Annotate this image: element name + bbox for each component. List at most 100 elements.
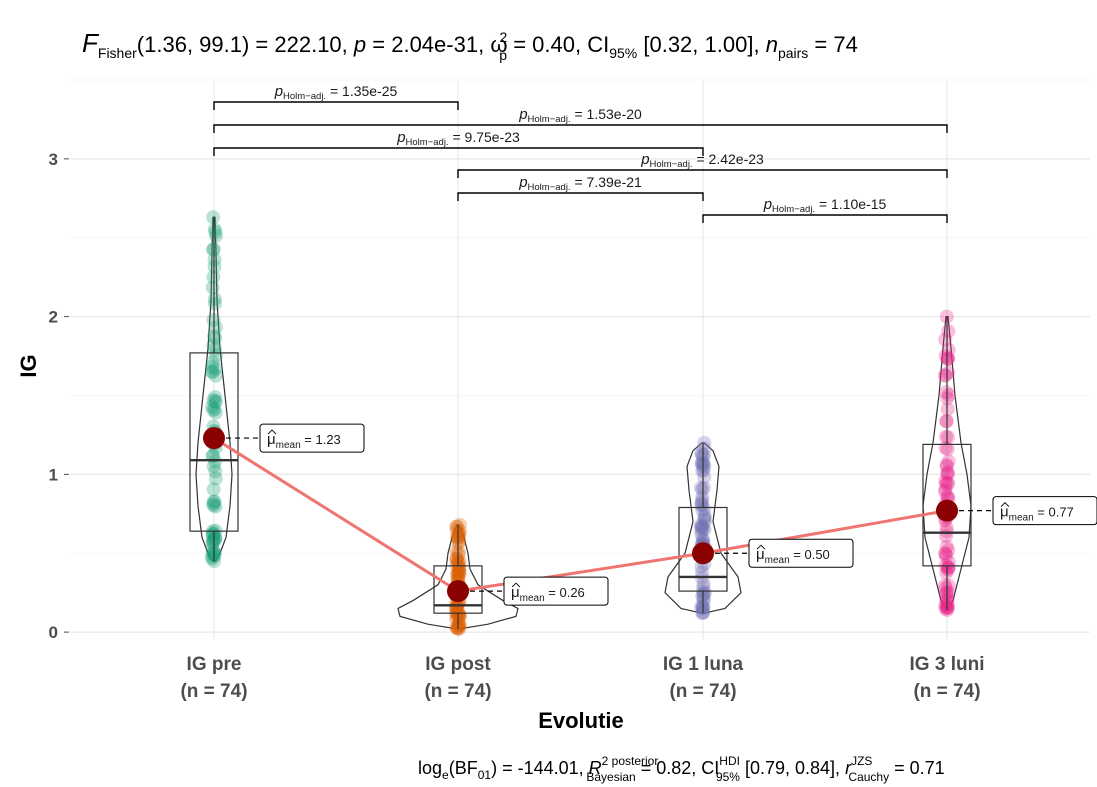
violin (664, 442, 742, 614)
data-point (696, 521, 711, 536)
data-point (451, 564, 466, 579)
violin (922, 316, 972, 611)
data-point (940, 467, 955, 482)
data-point (452, 617, 467, 632)
data-point (939, 549, 954, 564)
box-iqr (189, 352, 239, 532)
comparison-p-label: pHolm−adj. = 1.10e-15 (763, 196, 887, 215)
data-point (205, 541, 220, 556)
data-point (696, 592, 711, 607)
data-point (205, 355, 220, 370)
data-point (695, 482, 710, 497)
data-point (207, 222, 222, 237)
data-point (694, 520, 709, 535)
comparison-bracket (457, 192, 704, 201)
mean-point (447, 580, 469, 603)
data-point (452, 554, 467, 569)
mean-label-box (259, 423, 365, 453)
data-point (696, 576, 711, 591)
data-point (697, 509, 712, 524)
x-tick-label: IG pre (187, 654, 242, 675)
data-point (697, 522, 712, 537)
y-tick-label: 0 (49, 623, 58, 642)
comparison-bracket (702, 214, 948, 223)
data-point (449, 544, 464, 559)
grid (70, 79, 1090, 640)
x-tick-n-label: (n = 74) (180, 681, 247, 702)
data-point (697, 514, 712, 529)
data-point (449, 620, 464, 635)
y-axis-title: IG (16, 354, 41, 377)
data-point (452, 565, 467, 580)
data-point (941, 560, 956, 575)
data-point (697, 502, 712, 517)
data-point (694, 599, 709, 614)
data-point (449, 551, 464, 566)
data-point (452, 608, 467, 623)
box-iqr (433, 565, 483, 614)
data-point (938, 482, 953, 497)
data-point (206, 242, 221, 257)
data-point (208, 342, 223, 357)
data-point (696, 480, 711, 495)
mean-label-text: μmean = 0.77 (1000, 504, 1074, 524)
data-point (695, 606, 710, 621)
data-point (452, 610, 467, 625)
data-point (940, 465, 955, 480)
data-point (938, 473, 953, 488)
data-point (450, 620, 465, 635)
data-point (451, 568, 466, 583)
data-point (938, 581, 953, 596)
data-point (450, 519, 465, 534)
data-point (451, 544, 466, 559)
data-point (208, 368, 223, 383)
data-point (941, 324, 956, 339)
data-point (452, 621, 467, 636)
data-point (939, 539, 954, 554)
data-point (208, 296, 223, 311)
data-point (694, 480, 709, 495)
data-point (451, 526, 466, 541)
data-point (938, 368, 953, 383)
data-point (451, 605, 466, 620)
data-point (205, 280, 220, 295)
data-point (697, 447, 712, 462)
comparison-p-label: pHolm−adj. = 1.35e-25 (274, 83, 398, 102)
mean-label-text: μmean = 1.23 (267, 431, 341, 451)
data-point (205, 364, 220, 379)
data-point (208, 499, 223, 514)
data-point (697, 470, 712, 485)
data-point (208, 229, 223, 244)
data-point (695, 455, 710, 470)
data-point (695, 503, 710, 518)
data-point (694, 498, 709, 513)
data-point (206, 494, 221, 509)
x-axis-title: Evolutie (538, 708, 624, 733)
data-point (208, 361, 223, 376)
data-point (940, 402, 955, 417)
data-point (940, 351, 955, 366)
data-point (940, 598, 955, 613)
data-point (207, 531, 222, 546)
data-point (938, 332, 953, 347)
data-point (697, 441, 712, 456)
data-point (938, 578, 953, 593)
data-point (452, 560, 467, 575)
data-point (452, 560, 467, 575)
data-point (939, 520, 954, 535)
data-point (449, 519, 464, 534)
data-point (205, 551, 220, 566)
mean-hat (756, 544, 766, 550)
data-point (452, 517, 467, 532)
data-point (205, 359, 220, 374)
data-point (694, 497, 709, 512)
data-point (208, 390, 223, 405)
data-point (939, 459, 954, 474)
data-point (694, 495, 709, 510)
data-point (451, 556, 466, 571)
data-point (940, 560, 955, 575)
data-point (208, 471, 223, 486)
data-point (452, 563, 467, 578)
data-point (940, 489, 955, 504)
